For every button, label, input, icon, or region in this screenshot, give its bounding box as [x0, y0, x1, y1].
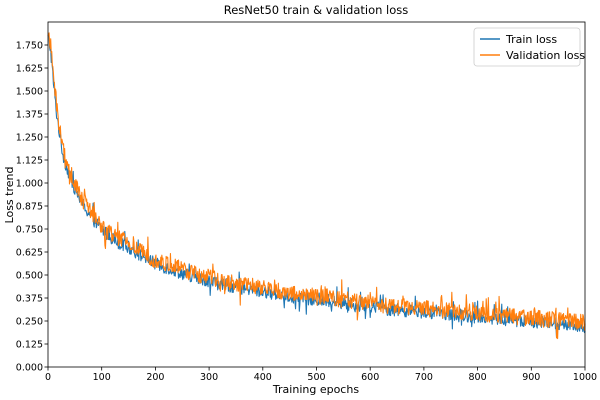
x-axis: 0 100 200 300 400 500 600 700 800 900 1000	[45, 367, 597, 383]
chart-title: ResNet50 train & validation loss	[224, 3, 409, 17]
plot-area	[47, 21, 586, 368]
legend: Train loss Validation loss	[473, 27, 585, 67]
x-tick-label: 100	[93, 372, 111, 383]
x-axis-title: Training epochs	[272, 383, 359, 396]
y-tick-label: 0.250	[16, 316, 43, 327]
y-tick-label: 1.500	[16, 86, 43, 97]
y-tick-label: 1.625	[16, 63, 43, 74]
legend-label: Train loss	[505, 33, 557, 46]
y-tick-label: 1.375	[16, 109, 43, 120]
x-tick-label: 400	[254, 372, 272, 383]
x-tick-label: 700	[415, 372, 433, 383]
x-tick-label: 0	[45, 372, 51, 383]
x-tick-label: 800	[469, 372, 487, 383]
legend-box	[473, 27, 581, 67]
x-tick-label: 1000	[573, 372, 597, 383]
legend-label: Validation loss	[506, 49, 585, 62]
series-layer	[47, 32, 586, 340]
x-tick-label: 600	[361, 372, 379, 383]
y-tick-label: 1.125	[16, 155, 43, 166]
y-tick-label: 0.000	[16, 362, 43, 373]
y-tick-label: 0.500	[16, 270, 43, 281]
y-axis: 0.000 0.125 0.250 0.375 0.500 0.625 0.750 0.875…	[16, 40, 48, 373]
x-tick-label: 500	[307, 372, 325, 383]
y-tick-label: 0.375	[16, 293, 43, 304]
y-tick-label: 1.000	[16, 178, 43, 189]
y-tick-label: 0.750	[16, 224, 43, 235]
series-line-validation-loss	[47, 32, 586, 340]
x-tick-label: 200	[146, 372, 164, 383]
y-tick-label: 0.625	[16, 247, 43, 258]
y-tick-label: 1.750	[16, 40, 43, 51]
x-tick-label: 300	[200, 372, 218, 383]
y-tick-label: 1.250	[16, 132, 43, 143]
y-axis-title: Loss trend	[3, 167, 16, 224]
y-tick-label: 0.125	[16, 339, 43, 350]
x-tick-label: 900	[522, 372, 540, 383]
y-tick-label: 0.875	[16, 201, 43, 212]
